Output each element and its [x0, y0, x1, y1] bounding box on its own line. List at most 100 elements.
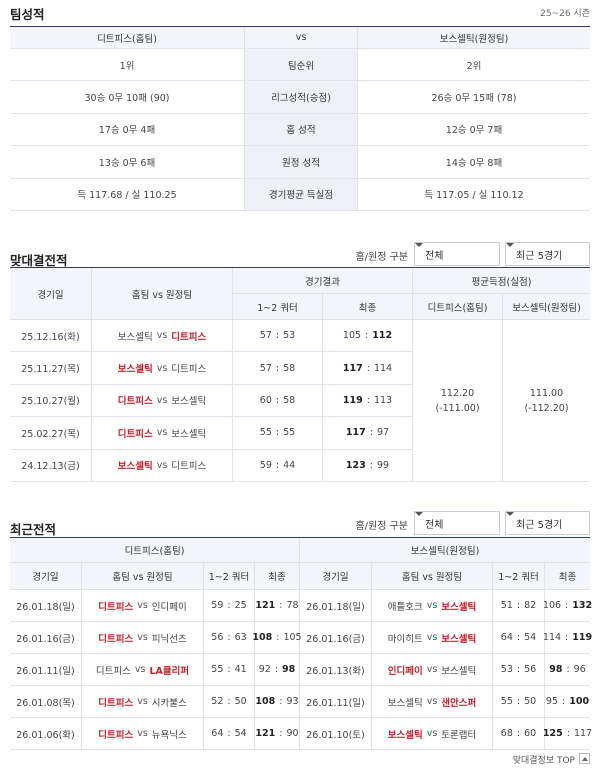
half-cell: 55:50 — [493, 686, 545, 718]
final-away-score: 96 — [573, 664, 586, 675]
vs-separator: vs — [156, 330, 168, 342]
top-link[interactable]: 맞대결정보 TOP — [512, 756, 575, 766]
home-team: 디트피스 — [95, 665, 131, 677]
header-cell: 보스셀틱(원정팀) — [358, 27, 590, 49]
game-date: 26.01.10(토) — [306, 729, 365, 741]
score-separator: : — [565, 632, 569, 643]
stat-cell: 팀순위 — [245, 49, 358, 82]
score-separator: : — [365, 330, 369, 342]
header-cell: 1~2 쿼터 — [233, 294, 323, 320]
stat-label: 홈 성적 — [286, 125, 316, 137]
away-team: 디트피스 — [171, 461, 207, 473]
half-cell: 55:55 — [233, 417, 323, 450]
stat-cell: 홈 성적 — [245, 113, 358, 147]
final-away-score: 78 — [286, 600, 299, 611]
team-header: 디트피스(홈팀) — [124, 546, 185, 557]
header-cell: 홈팀 vs 원정팀 — [92, 268, 233, 320]
final-home-score: 105 — [342, 330, 362, 342]
half-away-score: 53 — [283, 330, 296, 342]
filter-select[interactable]: 최근 5경기 — [505, 242, 590, 266]
filter-select[interactable]: 전체 — [414, 242, 500, 266]
home-team: 디트피스 — [98, 697, 134, 709]
final-cell: 105:112 — [323, 320, 413, 353]
half-cell: 64:54 — [493, 622, 545, 654]
header-text: 최종 — [358, 302, 377, 314]
half-cell: 64:54 — [204, 718, 255, 750]
header-text: 홈팀 vs 원정팀 — [131, 289, 193, 301]
half-home-score: 59 — [211, 600, 224, 611]
away-team: 보스셀틱 — [441, 633, 477, 645]
stat-value: 1위 — [119, 60, 135, 72]
teams-cell: 디트피스 vs 피닉선즈 — [82, 622, 204, 654]
game-date: 24.12.13(금) — [21, 461, 80, 473]
half-away-score: 44 — [283, 459, 296, 471]
half-away-score: 50 — [234, 696, 247, 707]
score-separator: : — [275, 394, 280, 406]
score-separator: : — [369, 427, 373, 439]
half-home-score: 59 — [259, 459, 272, 471]
game-date: 26.01.13(화) — [306, 665, 365, 677]
filter-select[interactable]: 최근 5경기 — [505, 511, 590, 535]
score-separator: : — [275, 459, 280, 471]
half-home-score: 51 — [500, 600, 513, 611]
teams-cell: 인디페이 vs 보스셀틱 — [372, 654, 493, 686]
final-cell: 125:117 — [543, 718, 592, 750]
stat-label: 경기평균 득실점 — [268, 190, 334, 202]
header-text: 보스셀틱(원정팀) — [439, 33, 509, 45]
half-away-score: 55 — [283, 427, 296, 439]
away-team: 피닉선즈 — [151, 633, 187, 645]
average-cell: 112.20 (-111.00) — [413, 320, 503, 482]
filter-value: 전체 — [425, 250, 444, 262]
header-text: 디트피스(홈팀) — [427, 302, 488, 314]
stat-cell: 1위 — [10, 49, 245, 82]
home-team: 보스셀틱 — [117, 461, 153, 473]
game-date: 26.01.11(일) — [16, 665, 75, 677]
home-team: 보스셀틱 — [387, 697, 423, 709]
date-cell: 26.01.08(목) — [10, 686, 82, 718]
header-text: 최종 — [558, 572, 577, 583]
away-team: 보스셀틱 — [441, 665, 477, 677]
score-separator: : — [227, 664, 231, 675]
header-text: 홈팀 vs 원정팀 — [112, 572, 173, 583]
half-home-score: 53 — [500, 664, 513, 675]
final-cell: 121:78 — [255, 590, 300, 622]
final-away-score: 119 — [572, 632, 593, 643]
final-cell: 108:93 — [255, 686, 300, 718]
date-cell: 26.01.18(일) — [10, 590, 82, 622]
stat-value: 17승 0무 4패 — [98, 125, 156, 137]
stat-cell: 14승 0무 8패 — [358, 146, 590, 179]
score-separator: : — [516, 600, 521, 611]
header-text: 디트피스(홈팀) — [97, 33, 157, 45]
header-cell: 1~2 쿼터 — [204, 563, 255, 590]
final-cell: 117:97 — [323, 417, 413, 450]
stat-value: 득 117.68 / 실 110.25 — [77, 190, 177, 202]
final-home-score: 117 — [345, 427, 366, 439]
stat-cell: 13승 0무 6패 — [10, 146, 245, 179]
section-title: 최근전적 — [10, 522, 57, 537]
filter-select[interactable]: 전체 — [414, 511, 500, 535]
score-separator: : — [516, 664, 521, 675]
team-header-cell: 보스셀틱(원정팀) — [300, 538, 590, 563]
filter-value: 최근 5경기 — [516, 519, 563, 531]
away-team: 보스셀틱 — [171, 428, 207, 440]
average-cell: 111.00 (-112.20) — [503, 320, 590, 482]
date-cell: 26.01.16(금) — [10, 622, 82, 654]
final-away-score: 90 — [286, 728, 299, 739]
stat-value: 30승 0무 10패 (90) — [84, 93, 170, 105]
score-separator: : — [279, 696, 283, 707]
stat-cell: 12승 0무 7패 — [358, 114, 590, 147]
vs-separator: vs — [426, 728, 438, 739]
teams-cell: 보스셀틱 vs 샌안스퍼 — [372, 686, 493, 718]
header-cell: 디트피스(홈팀) — [413, 294, 503, 320]
stat-label: 원정 성적 — [282, 157, 320, 169]
stat-cell: 리그성적(승점) — [245, 81, 358, 114]
home-team: 보스셀틱 — [117, 364, 153, 376]
header-text: 경기일 — [32, 572, 59, 583]
score-separator: : — [227, 600, 231, 611]
teams-cell: 보스셀틱 vs 토론랩터 — [372, 718, 493, 750]
away-team: LA클리퍼 — [149, 665, 190, 677]
stat-cell: 원정 성적 — [245, 146, 358, 179]
game-date: 26.01.18(일) — [306, 601, 365, 613]
filter-label: 홈/원정 구분 — [355, 252, 408, 263]
score-separator: : — [566, 728, 570, 739]
